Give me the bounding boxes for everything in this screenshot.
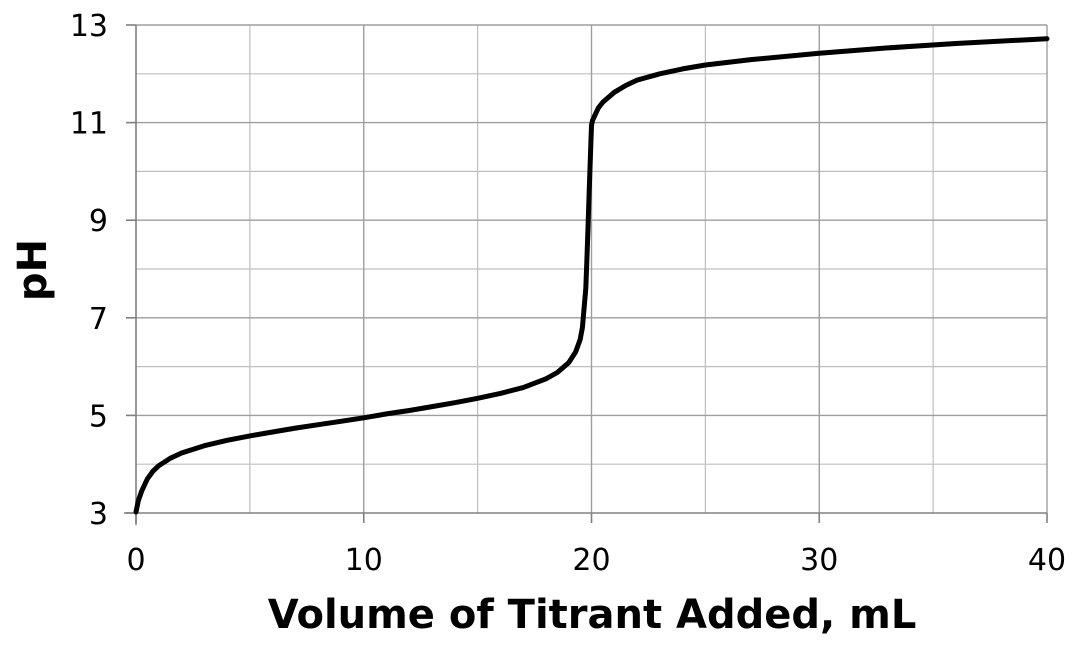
axes (124, 24, 1048, 525)
tick-labels: 0 10 20 30 40 3 5 7 9 11 13 (70, 9, 1066, 578)
y-tick-label: 3 (89, 497, 108, 532)
x-tick-label: 10 (345, 543, 383, 578)
x-tick-label: 40 (1028, 543, 1066, 578)
y-tick-label: 7 (89, 302, 108, 337)
x-tick-label: 0 (126, 543, 145, 578)
y-axis-title: pH (10, 239, 56, 301)
y-tick-label: 13 (70, 9, 108, 44)
x-axis-title: Volume of Titrant Added, mL (268, 592, 917, 638)
gridlines (136, 24, 1048, 513)
y-tick-label: 11 (70, 107, 108, 142)
series-layer (133, 36, 1050, 515)
titration-curve-line (133, 36, 1050, 515)
y-tick-label: 5 (89, 399, 108, 434)
x-tick-label: 20 (572, 543, 610, 578)
x-tick-label: 30 (800, 543, 838, 578)
y-tick-label: 9 (89, 204, 108, 239)
